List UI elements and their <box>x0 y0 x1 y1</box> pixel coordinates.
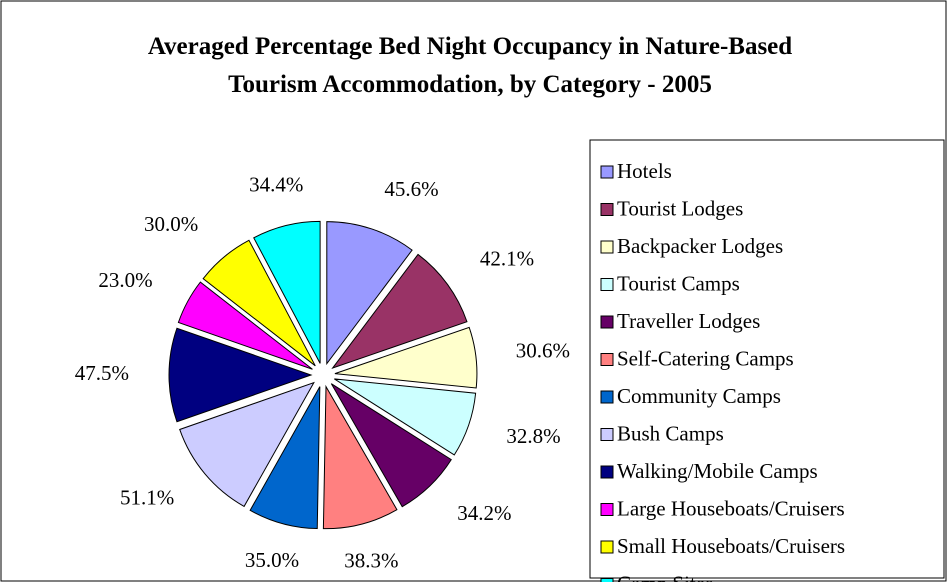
legend-label: Self-Catering Camps <box>617 346 794 370</box>
data-label: 51.1% <box>120 485 174 509</box>
legend-label: Small Houseboats/Cruisers <box>617 534 845 558</box>
data-label: 38.3% <box>344 549 398 573</box>
legend-label: Large Houseboats/Cruisers <box>617 496 845 520</box>
legend-label: Tourist Lodges <box>617 196 743 220</box>
data-label: 47.5% <box>75 361 129 385</box>
legend-swatch <box>600 278 614 291</box>
chart-title: Averaged Percentage Bed Night Occupancy … <box>147 33 793 98</box>
pie-slice <box>168 327 313 423</box>
pie-slice <box>330 383 452 508</box>
legend-swatch <box>600 428 614 441</box>
data-label: 45.6% <box>384 177 438 201</box>
legend-swatch <box>600 165 614 179</box>
legend-swatch <box>600 390 614 404</box>
legend-swatch <box>600 503 614 516</box>
legend-label: Bush Camps <box>617 421 724 445</box>
legend-label: Backpacker Lodges <box>617 234 783 258</box>
legend-swatch <box>600 353 614 366</box>
legend-label: Tourist Camps <box>617 271 740 295</box>
legend-swatch <box>600 578 614 582</box>
pie-slice <box>253 220 321 364</box>
legend-swatch <box>600 315 614 329</box>
pie-slice <box>334 378 477 456</box>
data-label: 30.0% <box>144 212 198 236</box>
legend-label: Camp Sites <box>617 571 713 582</box>
pie-slice <box>179 381 315 508</box>
legend-label: Community Camps <box>617 384 781 408</box>
legend-swatch <box>600 465 614 479</box>
legend-label: Walking/Mobile Camps <box>617 459 818 483</box>
data-label: 34.4% <box>249 173 303 197</box>
data-label: 23.0% <box>98 268 152 292</box>
data-label: 34.2% <box>457 501 511 525</box>
pie-slice <box>326 221 413 366</box>
legend-label: Traveller Lodges <box>617 309 760 333</box>
pie-slice <box>249 386 321 530</box>
legend-label: Hotels <box>617 159 672 183</box>
pie-slice <box>322 384 398 530</box>
data-label: 35.0% <box>245 548 299 572</box>
legend-swatch <box>600 203 614 216</box>
data-label: 42.1% <box>480 247 534 271</box>
legend-box <box>589 139 945 579</box>
pie-slice <box>334 326 478 389</box>
pie-slice <box>331 253 468 369</box>
data-label: 30.6% <box>516 339 570 363</box>
pie-slice <box>202 239 316 367</box>
legend-swatch <box>600 540 614 554</box>
legend-swatch <box>600 240 614 254</box>
data-label: 32.8% <box>506 424 560 448</box>
pie-slice <box>177 281 313 370</box>
